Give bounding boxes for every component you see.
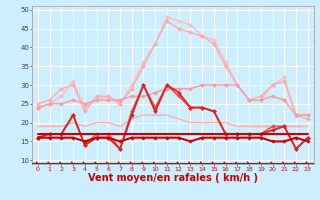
X-axis label: Vent moyen/en rafales ( km/h ): Vent moyen/en rafales ( km/h ) bbox=[88, 173, 258, 183]
